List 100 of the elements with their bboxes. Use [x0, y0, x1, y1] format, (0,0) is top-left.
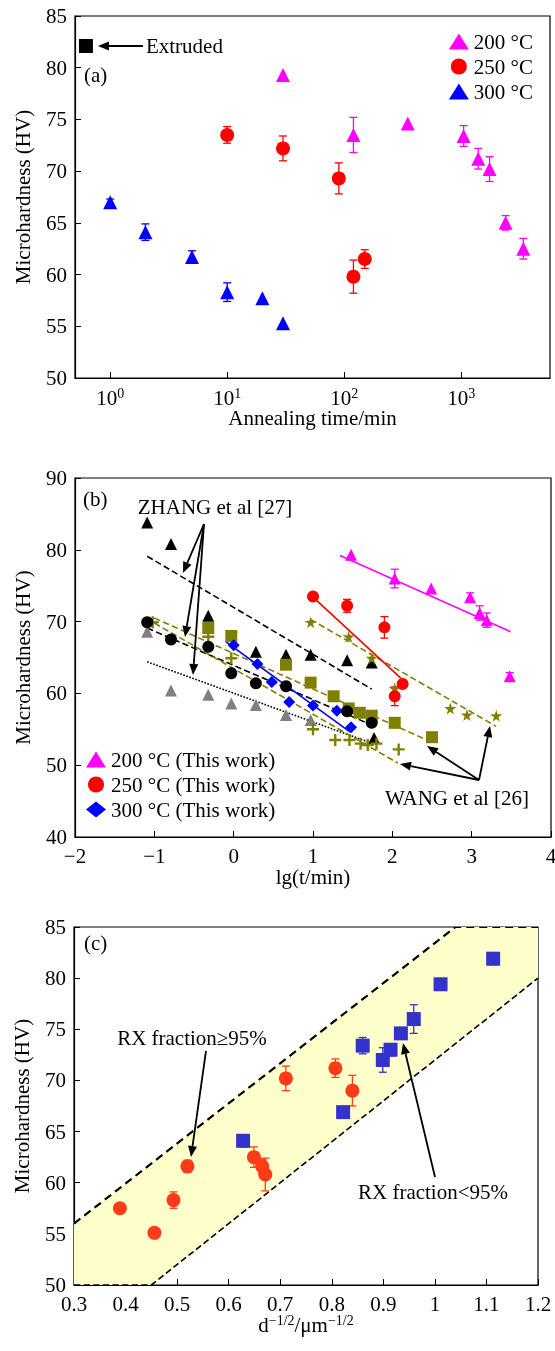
point — [249, 645, 262, 658]
point — [304, 616, 317, 629]
y-tick-label: 60 — [46, 262, 67, 287]
point — [330, 704, 343, 717]
x-tick-label: −1 — [143, 843, 166, 868]
y-tick-label: 85 — [45, 915, 66, 939]
point — [388, 572, 401, 585]
y-tick-label: 50 — [46, 366, 67, 390]
point — [406, 1012, 421, 1027]
y-tick-label: 70 — [46, 159, 67, 184]
annotation: ZHANG et al [27] — [137, 495, 293, 519]
x-tick-label: 0.8 — [318, 1291, 345, 1316]
point — [425, 582, 438, 595]
point — [278, 1071, 293, 1086]
y-axis-title: Microhardness (HV) — [11, 109, 35, 285]
y-tick-label: 65 — [46, 210, 67, 235]
point — [265, 675, 278, 688]
point — [353, 706, 366, 719]
y-tick-label: 55 — [45, 1221, 66, 1246]
y-tick-label: 75 — [45, 1017, 66, 1042]
point — [392, 743, 405, 756]
x-tick-label: 1 — [429, 1291, 441, 1316]
x-tick-label: 0.4 — [112, 1291, 140, 1316]
point — [393, 1026, 408, 1041]
point — [202, 640, 215, 653]
y-tick-label: 55 — [46, 314, 67, 339]
point — [147, 1225, 162, 1240]
point — [388, 716, 401, 729]
y-axis-title: Microhardness (HV) — [11, 570, 35, 745]
annotation: (a) — [84, 63, 108, 87]
point — [246, 1150, 261, 1165]
legend-label: 300 °C — [473, 79, 533, 104]
legend-label: 250 °C (This work) — [111, 772, 276, 797]
point — [307, 590, 319, 603]
legend-label: 250 °C — [473, 54, 533, 79]
point — [342, 630, 355, 643]
annotation: (c) — [84, 931, 108, 955]
y-tick-label: 75 — [46, 107, 67, 132]
y-tick-label: 60 — [46, 681, 67, 706]
x-tick-label: 1.2 — [524, 1291, 552, 1316]
x-axis-title: Annealing time/min — [228, 406, 398, 430]
y-axis-title: Microhardness (HV) — [10, 1018, 34, 1194]
annotation: RX fraction≥95% — [117, 1026, 267, 1050]
y-tick-label: 80 — [46, 537, 67, 562]
point — [307, 699, 319, 712]
point — [396, 678, 409, 691]
point — [251, 657, 264, 670]
point — [165, 633, 177, 646]
legend-label: 200 °C — [473, 29, 533, 54]
point — [280, 680, 293, 693]
y-tick-label: 85 — [46, 4, 67, 28]
point — [112, 1201, 127, 1216]
point — [341, 654, 354, 667]
point — [345, 1083, 360, 1098]
y-tick-label: 65 — [45, 1119, 66, 1144]
point — [388, 690, 401, 703]
x-tick-label: 1 — [307, 843, 319, 868]
point — [426, 731, 438, 744]
y-tick-label: 70 — [45, 1068, 66, 1093]
point — [378, 621, 391, 634]
point — [164, 538, 177, 551]
y-tick-label: 80 — [46, 55, 67, 80]
x-tick-label: 3 — [466, 843, 477, 868]
point — [304, 713, 317, 726]
legend-label: 300 °C (This work) — [111, 797, 276, 822]
y-tick-label: 60 — [45, 1170, 66, 1195]
y-tick-label: 70 — [46, 609, 67, 634]
point — [280, 708, 293, 721]
x-tick-label: 0.5 — [163, 1291, 191, 1316]
x-tick-label: 2 — [387, 843, 398, 868]
point — [343, 734, 356, 747]
annotation: (b) — [83, 487, 108, 511]
point — [433, 977, 448, 992]
point — [365, 716, 378, 729]
x-tick-label: 1.1 — [473, 1291, 500, 1316]
point — [304, 676, 317, 689]
point — [141, 516, 154, 529]
point — [227, 639, 240, 652]
x-tick-label: 0 — [228, 843, 239, 868]
point — [336, 1105, 351, 1120]
y-tick-label: 90 — [46, 466, 67, 490]
legend-label: 200 °C (This work) — [111, 747, 276, 772]
point — [464, 591, 477, 604]
y-tick-label: 50 — [46, 753, 67, 778]
point — [141, 616, 154, 629]
x-tick-label: 0.9 — [370, 1291, 397, 1316]
point — [202, 622, 215, 635]
point — [365, 652, 378, 665]
point — [249, 698, 262, 711]
point — [345, 721, 358, 734]
point — [370, 737, 383, 750]
point — [225, 697, 238, 710]
point — [249, 677, 262, 690]
point — [202, 609, 215, 622]
point — [327, 690, 340, 703]
point — [345, 548, 358, 561]
y-tick-label: 80 — [45, 966, 66, 991]
point — [225, 667, 238, 680]
point — [280, 658, 293, 671]
annotation: RX fraction<95% — [357, 1180, 509, 1204]
